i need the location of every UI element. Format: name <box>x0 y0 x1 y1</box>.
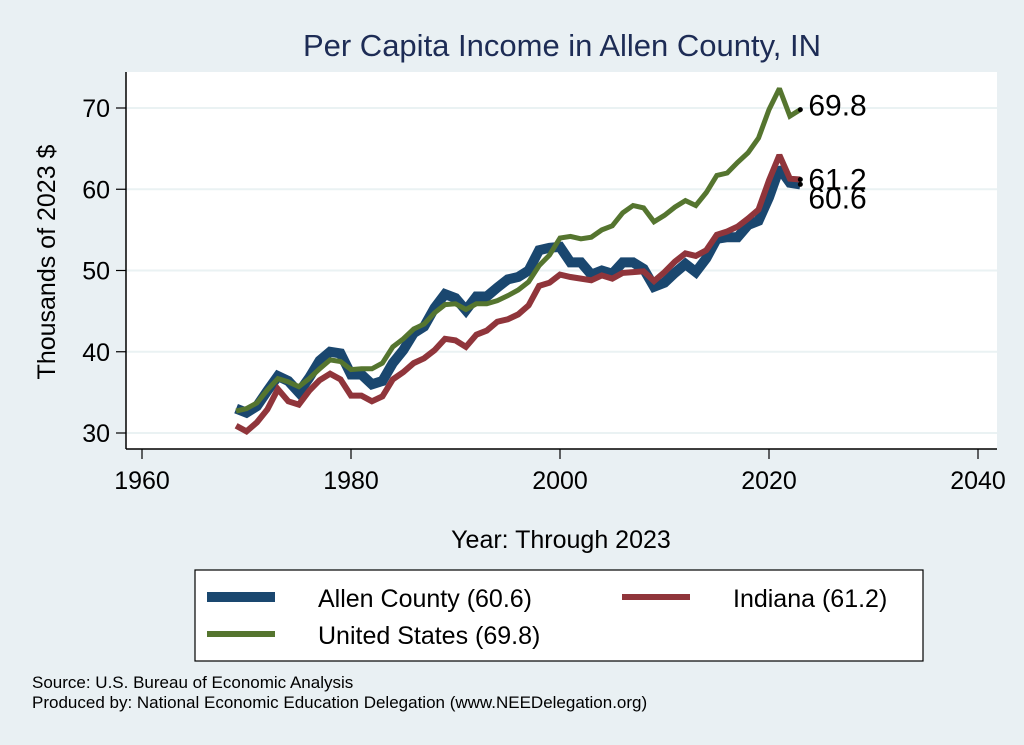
chart-title: Per Capita Income in Allen County, IN <box>303 28 821 63</box>
legend-label-united-states: United States (69.8) <box>318 622 540 650</box>
y-tick-label: 40 <box>82 339 110 367</box>
legend-box <box>194 569 924 662</box>
plot-area <box>126 72 997 449</box>
legend: Allen County (60.6) Indiana (61.2) Unite… <box>194 569 924 662</box>
y-axis-ticks: 30 40 50 60 70 <box>82 95 126 448</box>
legend-label-allen-county: Allen County (60.6) <box>318 585 532 613</box>
x-axis-title: Year: Through 2023 <box>451 526 671 554</box>
x-tick-label: 2040 <box>950 467 1006 495</box>
end-marker <box>797 177 803 182</box>
end-value-label: 60.6 <box>808 182 866 215</box>
end-labels: 60.661.2 69.8 <box>797 90 867 215</box>
legend-label-indiana: Indiana (61.2) <box>733 585 887 613</box>
x-axis-ticks: 1960 1980 2000 2020 2040 <box>114 449 1006 495</box>
producer-note: Produced by: National Economic Education… <box>32 693 647 712</box>
x-tick-label: 1960 <box>114 467 170 495</box>
y-tick-label: 30 <box>82 420 110 448</box>
x-tick-label: 2020 <box>741 467 797 495</box>
y-tick-label: 50 <box>82 258 110 286</box>
series-lines <box>234 87 802 436</box>
gridlines <box>126 107 997 434</box>
end-value-label: 61.2 <box>808 164 866 197</box>
x-tick-label: 1980 <box>323 467 379 495</box>
end-marker <box>797 107 803 113</box>
y-axis-title: Thousands of 2023 $ <box>33 144 61 379</box>
x-tick-label: 2000 <box>532 467 588 495</box>
y-tick-label: 60 <box>82 176 110 204</box>
y-tick-label: 70 <box>82 95 110 123</box>
source-note: Source: U.S. Bureau of Economic Analysis <box>32 673 353 692</box>
end-marker <box>797 181 803 187</box>
end-value-label: 69.8 <box>808 90 866 123</box>
